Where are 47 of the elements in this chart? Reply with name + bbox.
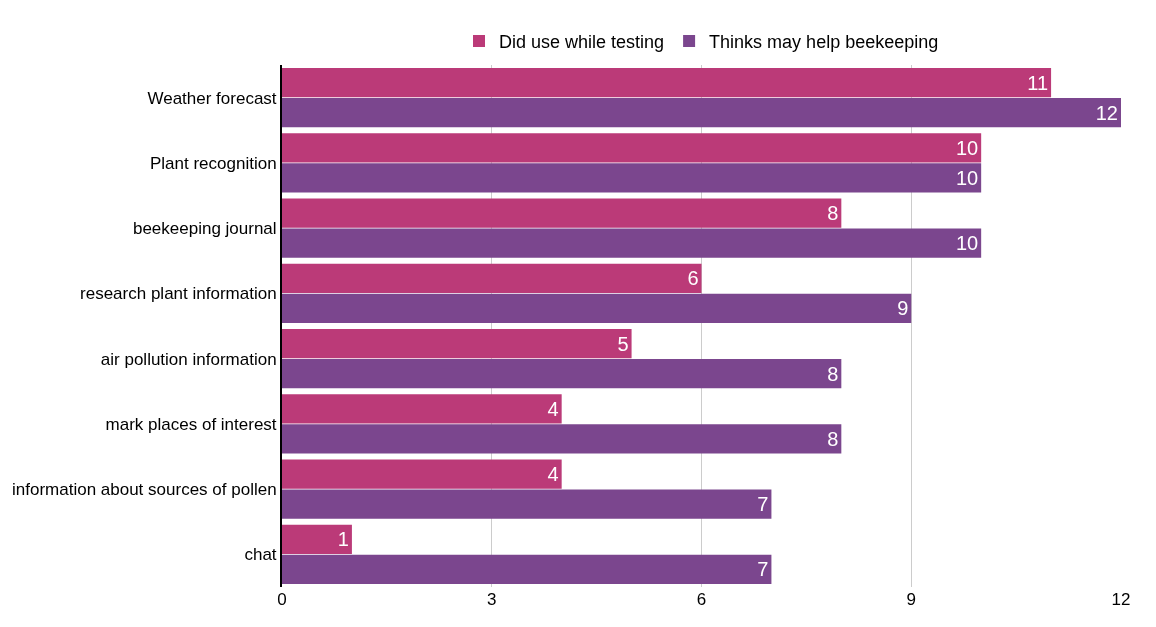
- data-label: 11: [1027, 71, 1049, 94]
- bar: [282, 98, 1121, 128]
- bar: [282, 394, 562, 424]
- y-tick-label: chat: [244, 545, 277, 565]
- bar: [282, 263, 702, 293]
- bar: [282, 133, 982, 163]
- x-tick-label: 12: [1111, 590, 1131, 609]
- x-tick-label: 6: [696, 590, 707, 609]
- data-label: 10: [955, 166, 979, 189]
- y-tick-label: beekeeping journal: [132, 219, 277, 239]
- data-label: 8: [827, 427, 839, 450]
- data-label: 5: [617, 332, 629, 355]
- data-label: 8: [827, 362, 839, 385]
- bar: [282, 424, 842, 454]
- y-tick-label: information about sources of pollen: [11, 480, 277, 500]
- x-tick-label: 9: [906, 590, 916, 609]
- data-label: 1: [337, 528, 349, 551]
- bar: [282, 163, 982, 193]
- bar: [282, 359, 842, 389]
- x-tick-label: 3: [487, 590, 497, 609]
- data-label: 4: [547, 397, 559, 420]
- data-label: 4: [547, 463, 559, 486]
- y-tick-label: Plant recognition: [149, 153, 277, 173]
- bar: [282, 524, 352, 554]
- bar: [282, 293, 912, 323]
- legend-label: Did use while testing: [499, 32, 665, 52]
- data-label: 10: [955, 232, 979, 255]
- bar: [282, 198, 842, 228]
- data-label: 10: [955, 136, 979, 159]
- y-tick-label: Weather forecast: [147, 88, 277, 108]
- data-label: 12: [1095, 101, 1118, 124]
- y-tick-label: research plant information: [80, 284, 277, 304]
- data-label: 7: [757, 493, 769, 516]
- y-tick-label: mark places of interest: [105, 414, 277, 434]
- bar: [282, 228, 982, 258]
- bar: [282, 459, 562, 489]
- legend-label: Thinks may help beekeeping: [709, 32, 939, 52]
- data-label: 9: [897, 297, 909, 320]
- bar: [282, 68, 1052, 98]
- bar: [282, 554, 772, 584]
- data-label: 8: [827, 202, 839, 225]
- data-label: 7: [757, 558, 769, 581]
- y-tick-label: air pollution information: [100, 349, 277, 369]
- bar: [282, 489, 772, 519]
- bar: [282, 329, 632, 359]
- x-tick-label: 0: [277, 590, 287, 609]
- data-label: 6: [687, 267, 699, 290]
